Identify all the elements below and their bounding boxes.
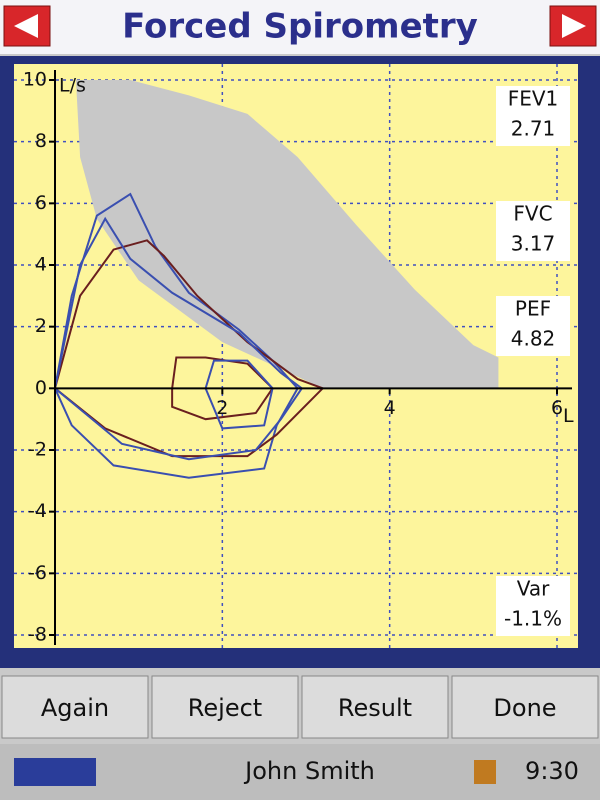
stat-value: 4.82 [511, 327, 556, 351]
stat-box [496, 201, 570, 261]
flow-volume-curve [54, 239, 325, 458]
clock: 9:30 [525, 757, 579, 785]
x-axis-label: L [563, 405, 574, 427]
action-button[interactable] [1, 675, 149, 739]
y-tick-label: 2 [35, 315, 47, 337]
stat-box [496, 86, 570, 146]
y-tick-label: 6 [35, 192, 47, 214]
y-tick-label: 0 [35, 377, 47, 399]
user-name: John Smith [243, 757, 375, 785]
y-tick-label: -4 [28, 500, 47, 522]
stat-box [496, 296, 570, 356]
x-tick-label: 4 [384, 397, 396, 419]
button-label[interactable]: Again [41, 694, 109, 722]
header-bar [0, 0, 600, 54]
action-button[interactable] [451, 675, 599, 739]
status-bar [0, 744, 600, 800]
y-axis-label: L/s [59, 75, 86, 97]
y-tick-label: -2 [28, 439, 47, 461]
tools-icon [474, 760, 496, 784]
back-button[interactable] [3, 5, 51, 47]
stat-value: 2.71 [511, 117, 556, 141]
stat-value: -1.1% [504, 607, 562, 631]
y-tick-label: -6 [28, 562, 47, 584]
y-tick-label: 8 [35, 130, 47, 152]
action-button[interactable] [301, 675, 449, 739]
x-tick-label: 6 [551, 397, 563, 419]
stat-box [496, 576, 570, 636]
battery-icon [14, 758, 96, 786]
stat-label: PEF [515, 297, 551, 321]
x-tick-label: 2 [216, 397, 228, 419]
title: Forced Spirometry [122, 7, 478, 47]
button-label[interactable]: Done [493, 694, 556, 722]
y-tick-label: -8 [28, 624, 47, 646]
predicted-area [75, 80, 499, 389]
back-arrow [14, 14, 38, 38]
forward-arrow [562, 14, 586, 38]
stat-label: Var [517, 577, 550, 601]
button-label[interactable]: Result [338, 694, 412, 722]
stat-label: FVC [513, 202, 552, 226]
y-tick-label: 10 [23, 69, 47, 91]
stat-value: 3.17 [511, 232, 556, 256]
action-button[interactable] [151, 675, 299, 739]
button-label[interactable]: Reject [188, 694, 262, 722]
stat-label: FEV1 [508, 87, 559, 111]
flow-volume-curve [54, 216, 304, 461]
y-tick-label: 4 [35, 254, 47, 276]
